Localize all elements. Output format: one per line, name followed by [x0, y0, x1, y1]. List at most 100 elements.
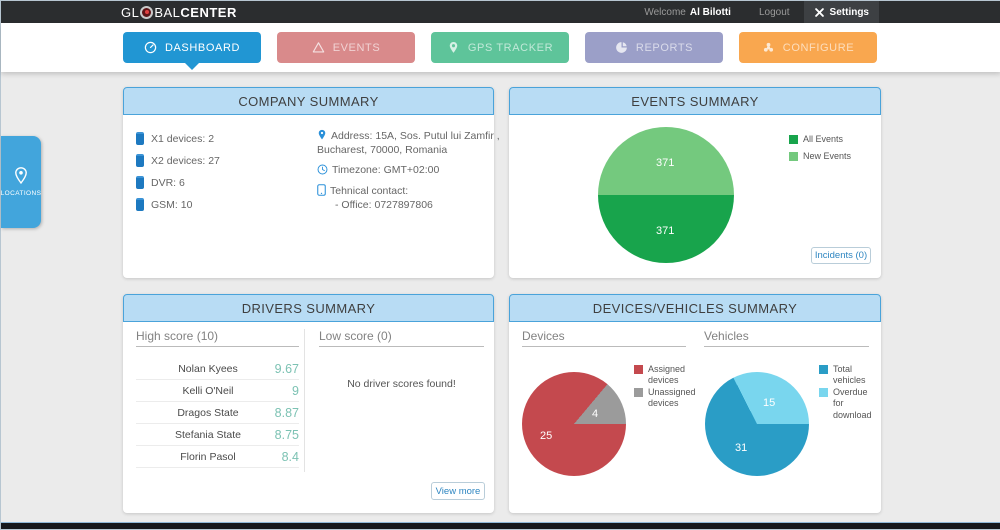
company-timezone: Timezone: GMT+02:00 — [317, 163, 502, 177]
timezone-label: Timezone: — [332, 164, 381, 176]
incidents-button[interactable]: Incidents (0) — [811, 247, 871, 264]
nav-label: CONFIGURE — [782, 41, 855, 54]
devices-pie-chart: 25 4 — [522, 372, 626, 476]
content-area: LOCATIONS COMPANY SUMMARY X1 devices: 2 … — [1, 72, 1000, 525]
legend-label: All Events — [803, 134, 844, 144]
panel-title-text: DRIVERS SUMMARY — [241, 300, 376, 316]
device-icon — [136, 176, 144, 189]
clock-icon — [317, 164, 328, 175]
item-label: DVR: — [151, 176, 177, 189]
address-pin-icon — [318, 129, 326, 140]
logo-text-bold: CENTER — [180, 4, 237, 20]
item-value: 10 — [180, 198, 193, 211]
nav-tab-dashboard[interactable]: DASHBOARD — [123, 32, 261, 70]
item-value: 6 — [179, 176, 185, 189]
legend-swatch — [789, 135, 798, 144]
address-value: 15A, Sos. Putul lui Zamfir , Bucharest, … — [317, 130, 500, 157]
logo-text-pre: GL — [121, 4, 140, 20]
events-summary-panel: EVENTS SUMMARY 371 371 All Events New Ev… — [509, 87, 881, 278]
nav-label: REPORTS — [635, 41, 694, 54]
panel-title-text: COMPANY SUMMARY — [238, 93, 379, 109]
driver-avatar — [136, 382, 153, 399]
nav-label: GPS TRACKER — [467, 41, 554, 54]
nav-tab-configure[interactable]: CONFIGURE — [739, 32, 877, 63]
driver-score: 8.4 — [281, 449, 299, 464]
top-bar: GL BAL CENTER Welcome Al Bilotti Logout … — [1, 1, 1000, 23]
devices-header: Devices — [522, 329, 565, 343]
nav-label: DASHBOARD — [164, 41, 241, 54]
legend-all-events: All Events — [789, 134, 843, 145]
contact-office: - Office: 0727897806 — [335, 199, 433, 212]
divider — [319, 346, 484, 347]
driver-avatar — [136, 448, 153, 465]
locations-tab-label: LOCATIONS — [0, 190, 42, 197]
user-name: Al Bilotti — [689, 6, 731, 18]
view-more-label: View more — [435, 485, 481, 497]
vehicles-pie-chart: 15 31 — [705, 372, 809, 476]
driver-row[interactable]: Nolan Kyees 9.67 — [136, 358, 299, 380]
pie-value-all-events: 371 — [656, 225, 675, 237]
incidents-button-label: Incidents (0) — [814, 250, 868, 261]
driver-row[interactable]: Florin Pasol 8.4 — [136, 446, 299, 468]
logo-text-mid: BAL — [154, 4, 181, 20]
driver-name: Stefania State — [175, 428, 241, 441]
item-value: 27 — [208, 154, 220, 167]
tools-icon — [814, 7, 824, 17]
phone-icon — [317, 184, 326, 196]
legend-swatch — [634, 365, 643, 374]
legend-label: New Events — [803, 151, 852, 161]
driver-name: Nolan Kyees — [178, 362, 238, 375]
panel-title-text: EVENTS SUMMARY — [631, 93, 759, 109]
driver-avatar — [136, 426, 153, 443]
device-icon — [136, 154, 144, 167]
nav-tab-events[interactable]: EVENTS — [277, 32, 415, 63]
vehicles-header: Vehicles — [704, 329, 749, 343]
company-item-dvr: DVR: 6 — [136, 176, 185, 189]
view-more-button[interactable]: View more — [431, 482, 485, 500]
drivers-summary-title: DRIVERS SUMMARY — [123, 294, 494, 322]
legend-swatch — [819, 365, 828, 374]
divider — [522, 346, 686, 347]
location-pin-icon — [15, 167, 27, 185]
nav-bar: DASHBOARD EVENTS GPS TRACKER REPORTS — [1, 23, 1000, 72]
legend-unassigned-devices: Unassigned devices — [634, 387, 696, 410]
settings-button[interactable]: Settings — [803, 1, 879, 23]
pie-value-unassigned: 4 — [592, 408, 599, 420]
driver-name: Dragos State — [177, 406, 239, 419]
devices-vehicles-title: DEVICES/VEHICLES SUMMARY — [509, 294, 881, 322]
nav-tab-gps-tracker[interactable]: GPS TRACKER — [431, 32, 569, 63]
gauge-icon — [144, 41, 157, 54]
company-summary-panel: COMPANY SUMMARY X1 devices: 2 X2 devices… — [123, 87, 500, 278]
pie-value-new-events: 371 — [656, 157, 675, 169]
panel-title-text: DEVICES/VEHICLES SUMMARY — [592, 300, 798, 316]
driver-avatar — [136, 404, 153, 421]
driver-score: 8.87 — [274, 405, 299, 420]
legend-label: Total vehicles — [833, 364, 866, 386]
company-address: Address: 15A, Sos. Putul lui Zamfir , Bu… — [317, 129, 502, 157]
legend-label: Unassigned devices — [648, 387, 696, 409]
warning-icon — [312, 42, 324, 53]
company-item-gsm: GSM: 10 — [136, 198, 192, 211]
events-pie-chart: 371 371 — [598, 127, 734, 263]
logout-button[interactable]: Logout — [745, 1, 804, 23]
driver-row[interactable]: Dragos State 8.87 — [136, 402, 299, 424]
events-summary-title: EVENTS SUMMARY — [509, 87, 881, 115]
company-summary-title: COMPANY SUMMARY — [123, 87, 494, 115]
driver-avatar — [136, 360, 153, 377]
pie-icon — [616, 42, 627, 53]
driver-score: 8.75 — [274, 427, 299, 442]
legend-new-events: New Events — [789, 151, 851, 162]
legend-overdue-download: Overdue for download — [819, 387, 874, 421]
locations-side-tab[interactable]: LOCATIONS — [1, 136, 41, 228]
item-label: X1 devices: — [151, 132, 206, 145]
company-item-x2: X2 devices: 27 — [136, 154, 220, 167]
contact-label: Tehnical contact: — [330, 185, 409, 197]
driver-row[interactable]: Kelli O'Neil 9 — [136, 380, 299, 402]
welcome-label: Welcome — [644, 6, 686, 18]
nav-tab-reports[interactable]: REPORTS — [585, 32, 723, 63]
driver-row[interactable]: Stefania State 8.75 — [136, 424, 299, 446]
legend-assigned-devices: Assigned devices — [634, 364, 694, 387]
item-label: GSM: — [151, 198, 178, 211]
driver-score: 9.67 — [274, 361, 299, 376]
pin-icon — [449, 42, 458, 53]
